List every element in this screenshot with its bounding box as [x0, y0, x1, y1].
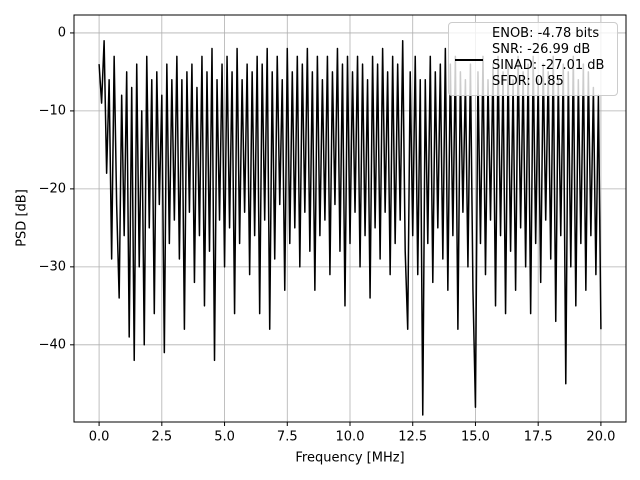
x-tick-label: 0.0 [89, 430, 110, 445]
legend: ENOB: -4.78 bits SNR: -26.99 dB SINAD: -… [448, 22, 618, 96]
y-axis-label: PSD [dB] [15, 189, 30, 247]
x-tick-label: 17.5 [524, 430, 553, 445]
y-tick-label: 0 [58, 25, 66, 40]
x-tick-label: 10.0 [336, 430, 365, 445]
x-tick-label: 12.5 [398, 430, 427, 445]
y-tick-label: −10 [39, 103, 66, 118]
data-line [98, 39, 602, 416]
x-tick-label: 20.0 [586, 430, 615, 445]
x-tick-label: 2.5 [151, 430, 172, 445]
x-tick-label: 7.5 [277, 430, 298, 445]
x-axis-label: Frequency [MHz] [295, 451, 404, 466]
y-tick-label: −30 [39, 259, 66, 274]
y-tick-label: −20 [39, 181, 66, 196]
x-tick-label: 15.0 [461, 430, 490, 445]
x-tick-label: 5.0 [214, 430, 235, 445]
y-tick-label: −40 [39, 337, 66, 352]
legend-label: ENOB: -4.78 bits SNR: -26.99 dB SINAD: -… [492, 26, 605, 89]
legend-handle [455, 59, 483, 61]
